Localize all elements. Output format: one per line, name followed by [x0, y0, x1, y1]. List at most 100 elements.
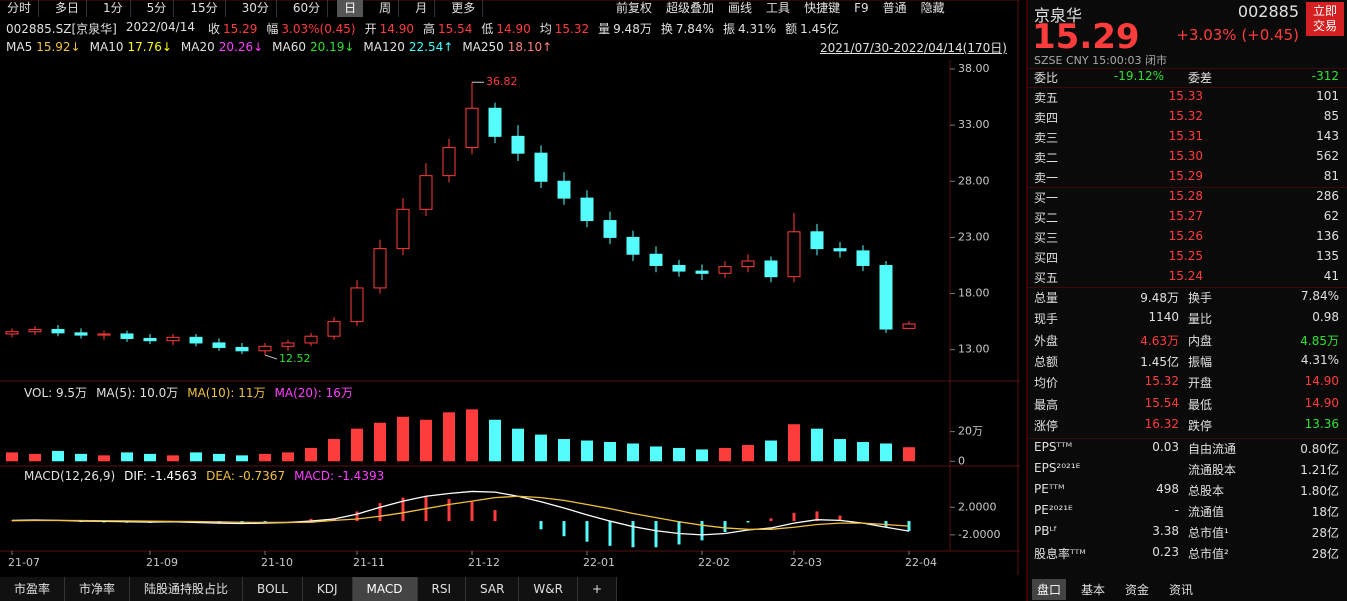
ma-value: 18.10↑ [507, 40, 553, 54]
volume-bar [282, 452, 294, 462]
period-tab[interactable]: 15分 [183, 0, 226, 17]
volume-bar [397, 416, 409, 462]
ma-legend: MA5 15.92↓ MA10 17.76↓ MA20 20.26↓ MA60 20.19↓ M… [6, 40, 552, 54]
quote-label: 量 [598, 22, 611, 36]
book-vol: 143 [1316, 129, 1339, 143]
quote-item: 幅 3.03%(0.45) [266, 20, 355, 37]
book-label: 买二 [1034, 211, 1059, 225]
panel-tab[interactable]: 资金 [1125, 583, 1150, 597]
period-tab[interactable]: 60分 [286, 0, 329, 17]
candle-body [74, 332, 88, 336]
tool[interactable]: 超级叠加 [666, 1, 715, 15]
volume-bar [903, 447, 915, 462]
panel-tab[interactable]: 基本 [1081, 583, 1106, 597]
ma-label: MA120 [363, 40, 405, 54]
x-tick-label: 21-11 [353, 556, 385, 569]
stat-value: 4.85万 [1300, 333, 1339, 348]
change: +3.03% (+0.45) [1176, 26, 1299, 44]
volume-bar [213, 453, 225, 462]
volume-bar [443, 412, 455, 462]
bottom-tab[interactable]: SAR [466, 577, 520, 601]
quote-item: 收 15.29 [208, 20, 257, 37]
bottom-tab[interactable]: W&R [519, 577, 578, 601]
bottom-tab[interactable]: 市盈率 [0, 577, 66, 601]
macd-bar [378, 503, 382, 522]
fund-value: 28亿 [1311, 547, 1339, 561]
period-tab[interactable]: 日 [337, 0, 364, 17]
macd-bar [355, 511, 359, 522]
candle-body [557, 180, 571, 199]
period-tab[interactable]: 多日 [48, 0, 88, 17]
tool[interactable]: 前复权 [616, 1, 653, 15]
fund-label: 总股本 [1188, 484, 1225, 498]
book-vol: 41 [1323, 269, 1339, 283]
tool[interactable]: 工具 [766, 1, 791, 15]
volume-bar [811, 428, 823, 462]
macd-bar [746, 521, 750, 523]
candle-body [258, 345, 272, 352]
panel-tab[interactable]: 资讯 [1169, 583, 1194, 597]
fund-value: 3.38 [1152, 524, 1179, 538]
x-tick-label: 21-10 [261, 556, 293, 569]
tool[interactable]: F9 [854, 1, 869, 15]
legend-item: MACD: -1.4393 [294, 469, 385, 483]
tool[interactable]: 隐藏 [920, 1, 945, 15]
period-tab[interactable]: 1分 [96, 0, 131, 17]
macd-bar [332, 518, 336, 522]
period-tab[interactable]: 分时 [0, 0, 40, 17]
candle-body [672, 264, 686, 272]
candle-body [281, 342, 295, 347]
bottom-tab[interactable]: 陆股通持股占比 [130, 577, 244, 601]
bottom-tab[interactable]: BOLL [243, 577, 303, 601]
vol-legend: VOL: 9.5万 MA(5): 10.0万 MA(10): 11万 MA(20): … [24, 384, 353, 401]
volume-bar [259, 453, 271, 462]
quote-value: 14.90 [379, 22, 414, 36]
trade-button[interactable]: 立即 交易 [1306, 2, 1344, 36]
candle-body [373, 248, 387, 289]
panel-tab[interactable]: 盘口 [1032, 579, 1067, 600]
tool[interactable]: 画线 [728, 1, 753, 15]
volume-bar [236, 455, 248, 462]
period-tab[interactable]: 5分 [140, 0, 175, 17]
tool[interactable]: 普通 [882, 1, 907, 15]
quote-value: 15.32 [554, 22, 590, 36]
stat-label: 跌停 [1188, 418, 1213, 433]
bottom-tab[interactable]: KDJ [303, 577, 353, 601]
bottom-tab[interactable]: MACD [352, 577, 418, 601]
candle-body [304, 335, 318, 344]
bottom-tab[interactable]: 市净率 [65, 577, 131, 601]
quote-label: 额 [785, 22, 798, 36]
stat-value: 9.48万 [1140, 291, 1179, 305]
period-tab[interactable]: 30分 [235, 0, 277, 17]
x-tick-label: 21-07 [8, 556, 40, 569]
candle-body [419, 175, 433, 210]
candle-body [580, 197, 594, 222]
fund-value: 28亿 [1311, 526, 1339, 540]
ma-label: MA250 [462, 40, 504, 54]
volume-bar [98, 455, 110, 462]
tool[interactable]: 快捷键 [804, 1, 841, 15]
candle-body [879, 264, 893, 330]
y-tick-label: 0 [958, 454, 965, 467]
candle-body [51, 328, 65, 334]
stock-code: 002885 [1237, 2, 1299, 21]
period-tab[interactable]: 月 [408, 0, 436, 17]
fund-value: 1.21亿 [1300, 463, 1339, 477]
trade-button-text: 交易 [1312, 19, 1337, 33]
ma-label: MA5 [6, 40, 33, 54]
period-tab[interactable]: 更多 [444, 0, 484, 17]
y-tick-label: 18.00 [958, 287, 990, 300]
ma-item: MA20 20.26↓ [181, 40, 263, 54]
bottom-tab[interactable]: + [578, 577, 618, 601]
quote-label: 开 [364, 22, 377, 36]
candle-body [534, 152, 548, 182]
volume-bar [673, 447, 685, 462]
volume-bar [742, 444, 754, 462]
book-price: 15.29 [1168, 169, 1203, 183]
period-tab[interactable]: 周 [372, 0, 400, 17]
quote-panel: 京泉华 002885 15.29 +3.03% (+0.45) SZSE CNY 15:… [1026, 0, 1347, 601]
bottom-tab[interactable]: RSI [418, 577, 467, 601]
candle-body [764, 260, 778, 278]
ma-value: 20.19↓ [310, 40, 355, 54]
